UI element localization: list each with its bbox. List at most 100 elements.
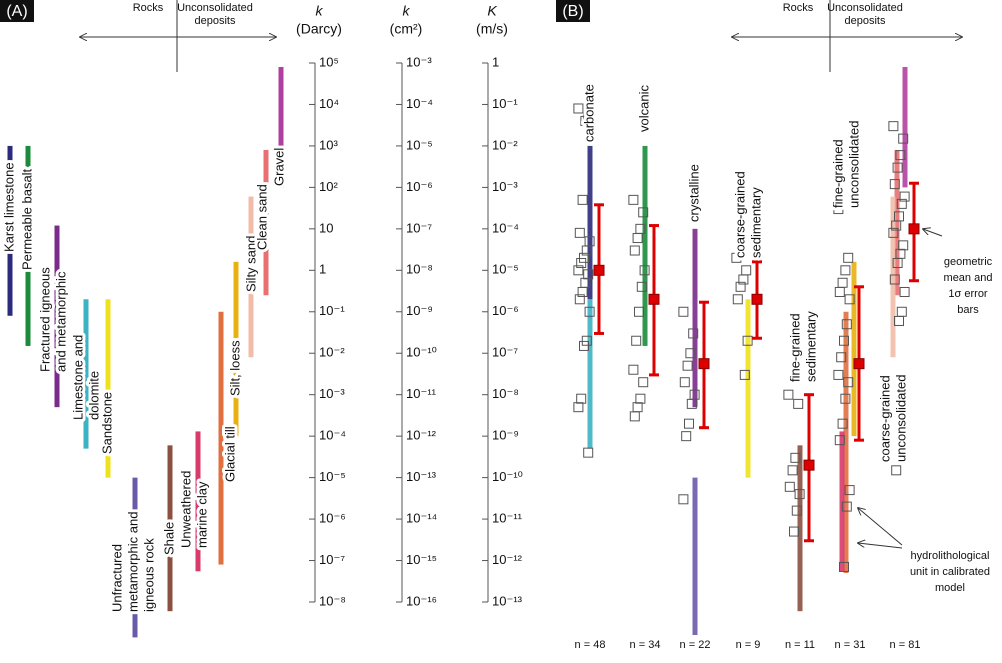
range-bar (692, 228, 698, 408)
data-point (889, 274, 900, 285)
range-bar (797, 445, 803, 612)
unit-label: Gravel (271, 148, 286, 186)
tick-label: 10⁻⁵ (406, 137, 433, 152)
group-label: fine-grained (787, 313, 802, 382)
group-label: carbonate (581, 84, 596, 142)
data-point (892, 162, 903, 173)
data-point (889, 179, 900, 190)
range-bar (587, 299, 593, 449)
tick-label: 10⁻⁹ (406, 303, 433, 318)
group-label: coarse-grained (877, 375, 892, 462)
group-label: crystalline (686, 164, 701, 222)
data-point (834, 286, 845, 297)
data-point (837, 418, 848, 429)
range-bar (218, 311, 224, 565)
data-point (894, 315, 904, 326)
group-label: volcanic (636, 85, 651, 132)
data-point (833, 369, 844, 380)
data-point (888, 227, 899, 238)
range-bar (745, 299, 751, 478)
tick-label: 10⁻⁸ (492, 386, 519, 401)
tick-label: 10⁻¹³ (406, 469, 437, 484)
data-point (577, 194, 588, 205)
tick-label: 10⁻¹⁶ (406, 593, 437, 608)
range-bar (894, 149, 900, 296)
range-bar (83, 299, 89, 449)
unit-label: Limestone and (70, 335, 85, 420)
mean-marker (853, 358, 865, 370)
data-point (576, 393, 587, 404)
tick-label: 10⁻² (319, 345, 345, 360)
unit-label: marine clay (194, 481, 209, 548)
tick-label: 10⁻⁷ (319, 552, 345, 567)
data-point (741, 265, 752, 276)
data-point (632, 402, 643, 413)
tick-label: 10⁻¹¹ (492, 511, 523, 526)
data-point (631, 335, 642, 346)
data-point (892, 258, 903, 269)
range-bar (54, 225, 60, 408)
data-point (579, 340, 589, 351)
tick-label: 10⁻⁴ (492, 220, 519, 235)
header: deposits (195, 15, 236, 27)
data-point (635, 393, 646, 404)
tick-label: 10⁻¹² (406, 428, 437, 443)
data-point (841, 319, 852, 330)
annotation: geometric (944, 256, 993, 268)
data-point (634, 306, 644, 317)
axis-symbol: K (487, 3, 497, 19)
data-point (843, 252, 854, 263)
data-point (638, 377, 649, 388)
data-point (579, 252, 589, 263)
data-point (793, 398, 804, 409)
data-point (898, 133, 909, 144)
data-point (731, 252, 742, 263)
n-label: n = 9 (736, 639, 761, 651)
data-point (682, 360, 693, 371)
range-bar (278, 67, 284, 188)
axis-symbol: k (403, 3, 411, 19)
axis-unit: (Darcy) (296, 21, 342, 37)
mean-marker (648, 293, 660, 305)
data-point (628, 194, 639, 205)
unit-label: Sandstone (99, 392, 114, 454)
unit-label: Permeable basalt (19, 168, 34, 270)
header: Rocks (133, 2, 164, 14)
tick-label: 10⁴ (319, 96, 339, 111)
data-point (787, 465, 798, 476)
tick-label: 10⁻¹¹ (406, 386, 437, 401)
unit-label: Karst limestone (1, 162, 16, 252)
data-point (896, 198, 907, 209)
header: Rocks (783, 2, 814, 14)
axis-unit: (m/s) (476, 21, 508, 37)
range-bar (105, 299, 111, 478)
data-point (840, 265, 851, 276)
data-point (684, 418, 694, 429)
data-point (583, 269, 594, 280)
data-point (789, 526, 799, 537)
data-point (678, 306, 689, 317)
data-point (584, 306, 595, 317)
data-point (841, 501, 852, 512)
data-point (638, 207, 649, 218)
data-point (573, 265, 584, 276)
data-point (583, 447, 594, 458)
unit-label: and metamorphic (53, 271, 68, 372)
range-bar (902, 67, 908, 188)
data-point (837, 277, 848, 288)
data-point (735, 281, 746, 292)
unit-label: dolomite (86, 371, 101, 420)
axis-unit: (cm²) (390, 21, 423, 37)
n-label: n = 48 (575, 639, 606, 651)
group-label: sedimentary (803, 311, 818, 382)
unit-label: Glacial till (222, 426, 237, 482)
tick-label: 10³ (319, 137, 338, 152)
group-label: unconsolidated (846, 121, 861, 208)
group-label: coarse-grained (732, 171, 747, 258)
unit-label: Silt, loess (227, 340, 242, 396)
group-label: unconsolidated (893, 375, 908, 462)
unit-label: Silty sand (243, 236, 258, 292)
group-label: sedimentary (748, 187, 763, 258)
tick-label: 10⁻³ (319, 386, 345, 401)
